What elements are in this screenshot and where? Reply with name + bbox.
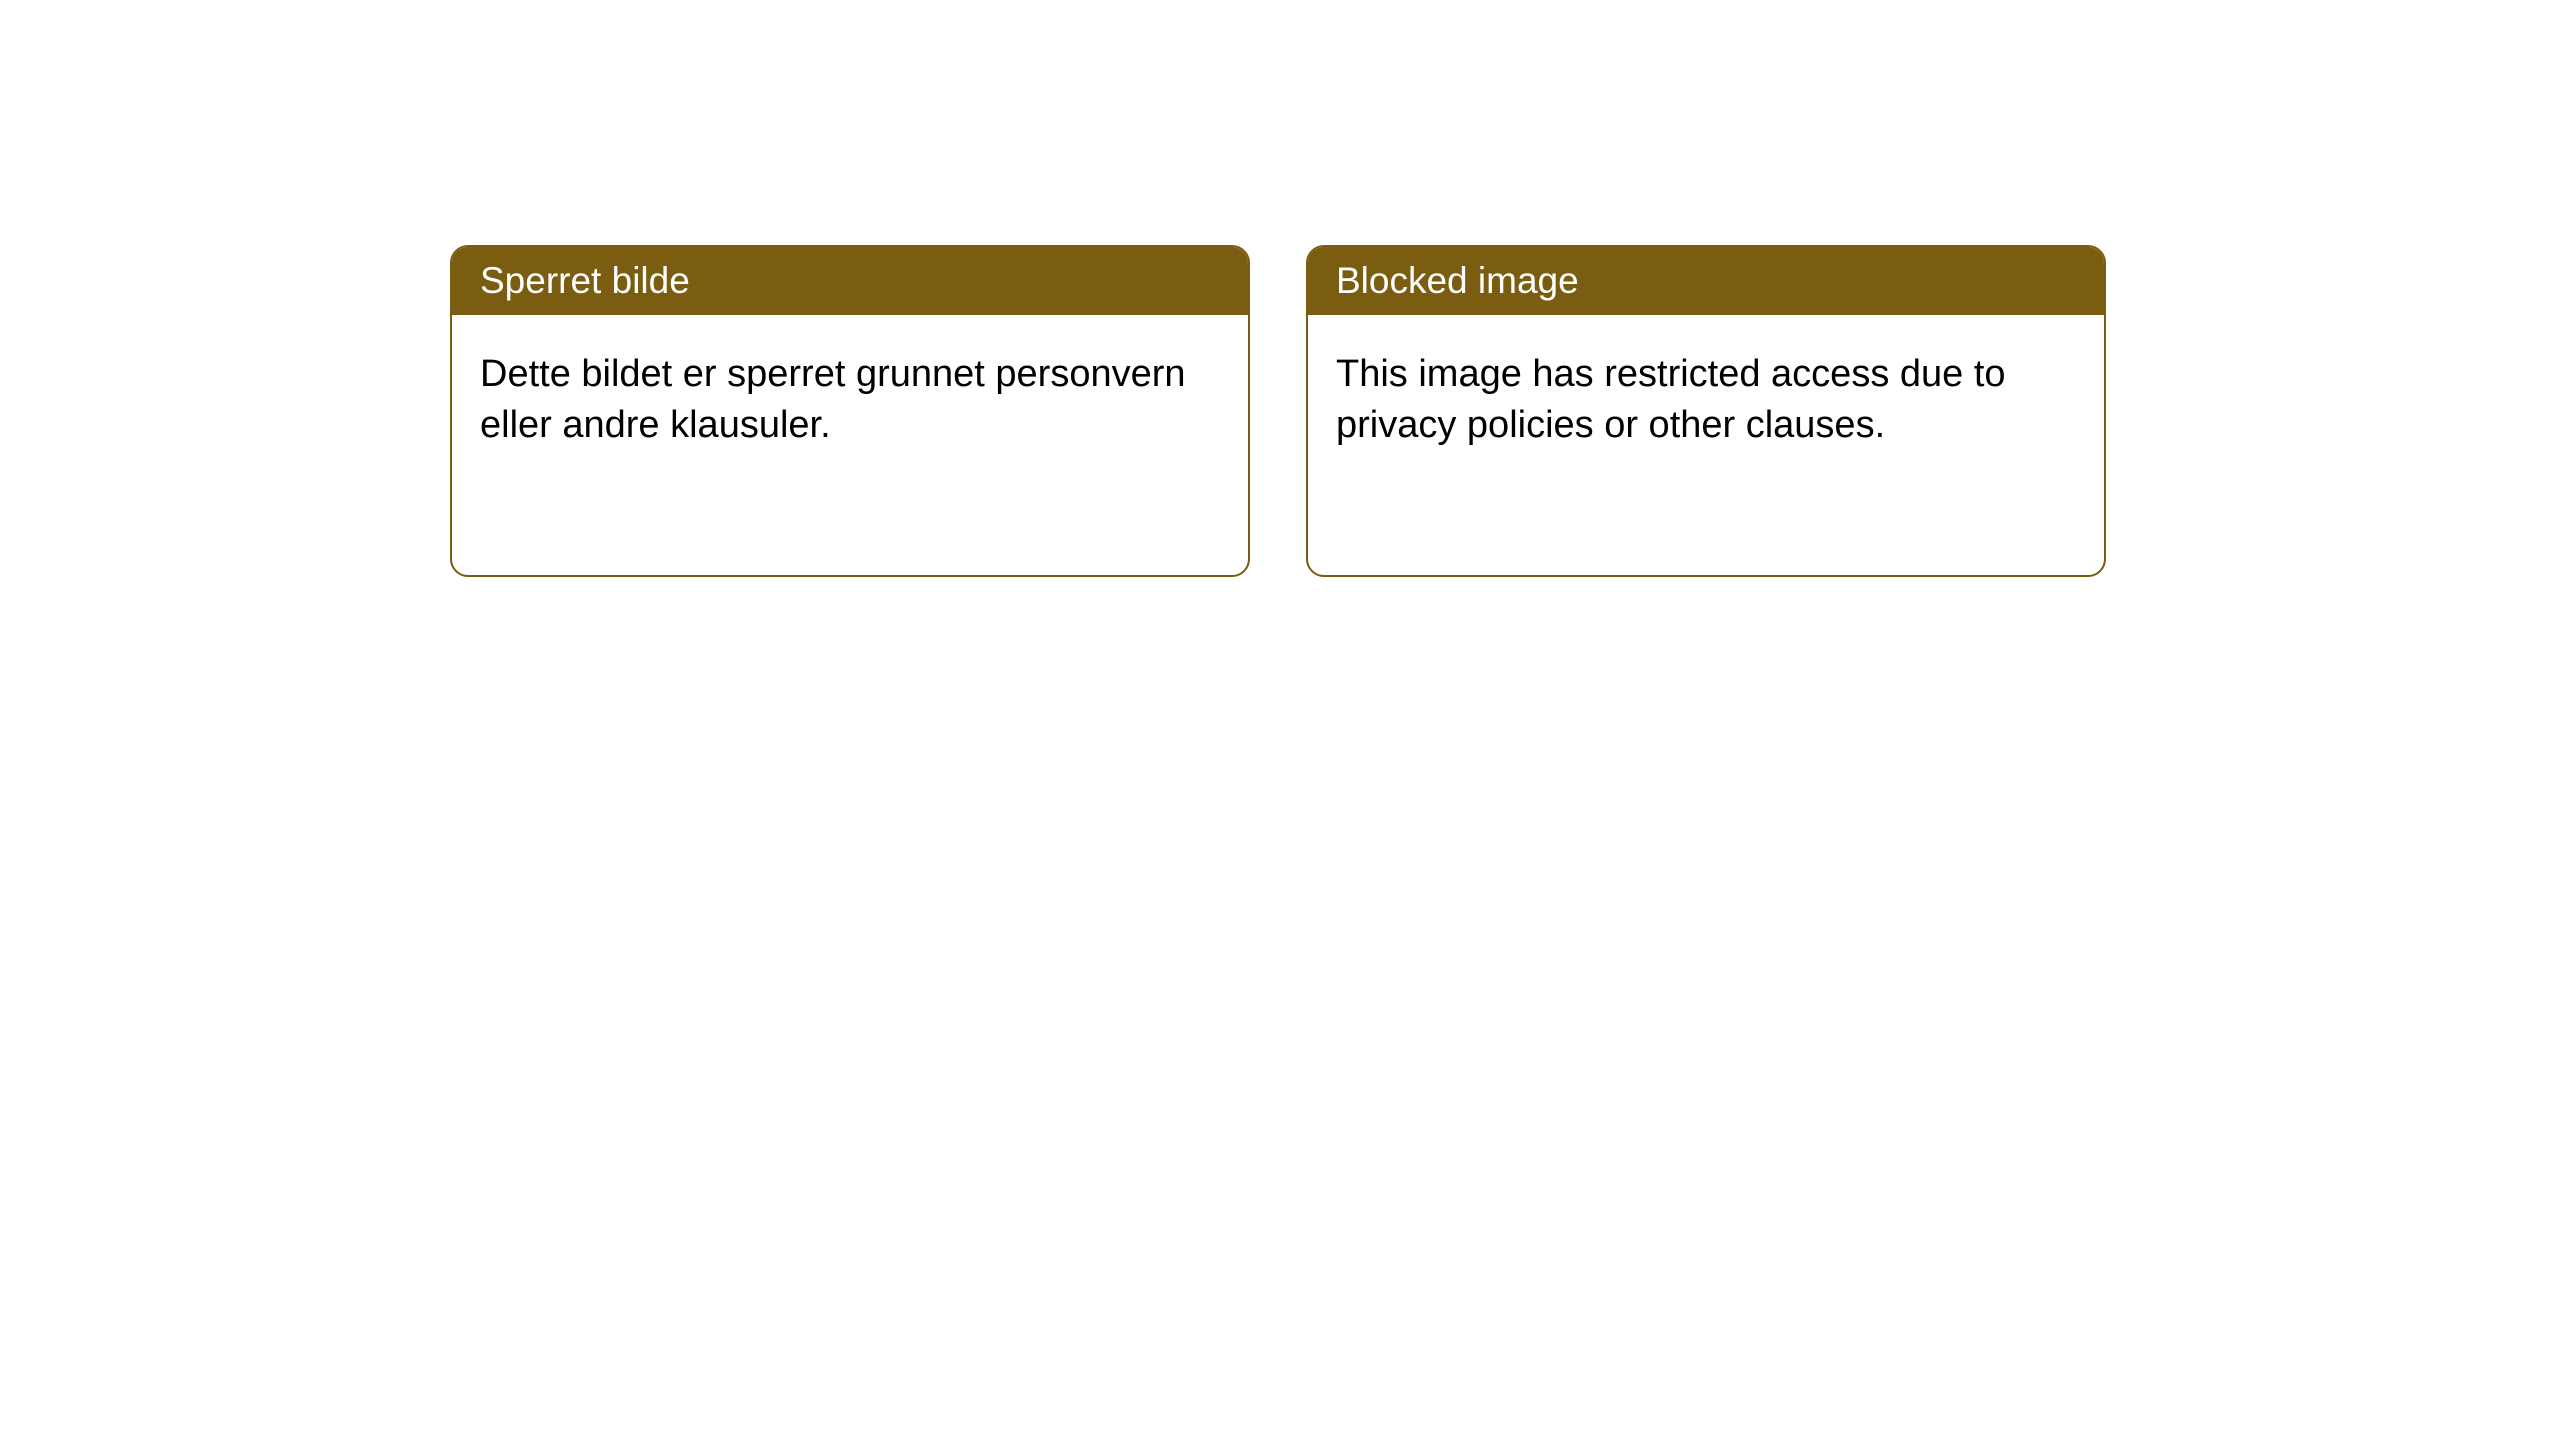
- notice-card-text: Dette bildet er sperret grunnet personve…: [480, 353, 1186, 446]
- notice-card-norwegian: Sperret bilde Dette bildet er sperret gr…: [450, 245, 1250, 577]
- notice-card-title: Blocked image: [1336, 260, 1579, 301]
- notice-card-header: Sperret bilde: [452, 247, 1248, 315]
- notice-card-body: This image has restricted access due to …: [1308, 315, 2104, 486]
- notice-card-english: Blocked image This image has restricted …: [1306, 245, 2106, 577]
- notice-card-header: Blocked image: [1308, 247, 2104, 315]
- notice-card-text: This image has restricted access due to …: [1336, 353, 2006, 446]
- notice-card-title: Sperret bilde: [480, 260, 690, 301]
- notice-container: Sperret bilde Dette bildet er sperret gr…: [450, 245, 2106, 577]
- notice-card-body: Dette bildet er sperret grunnet personve…: [452, 315, 1248, 486]
